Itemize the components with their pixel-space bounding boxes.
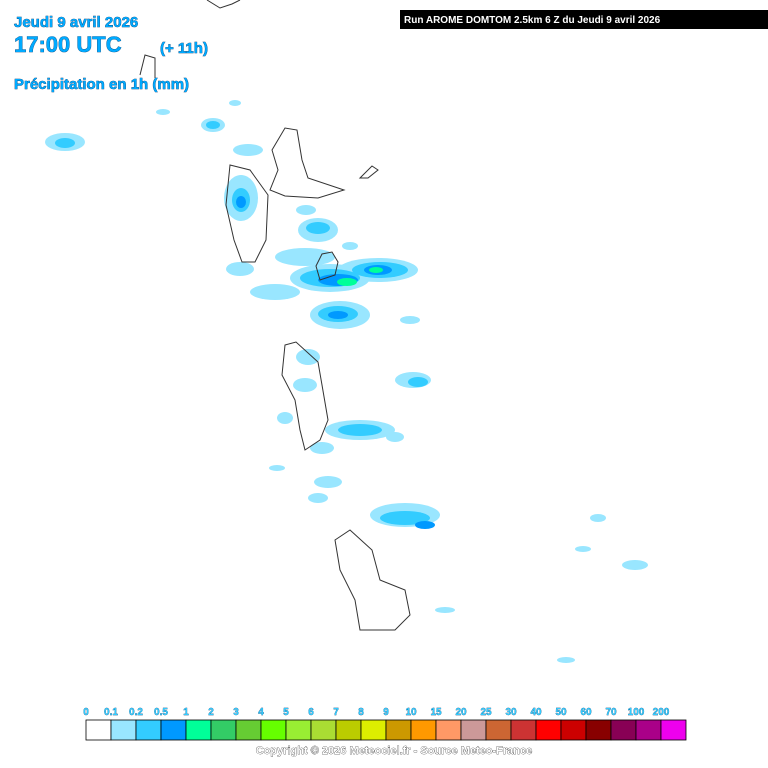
date: Jeudi 9 avril 2026 — [14, 14, 138, 31]
legend-label: 0.1 — [104, 707, 118, 718]
legend-swatch — [210, 719, 237, 741]
legend-swatch — [285, 719, 312, 741]
legend-swatch — [160, 719, 187, 741]
legend-swatch — [235, 719, 262, 741]
legend-swatch — [635, 719, 662, 741]
legend-label: 8 — [358, 707, 364, 718]
legend-label: 5 — [283, 707, 289, 718]
legend-swatch — [310, 719, 337, 741]
legend-swatch — [460, 719, 487, 741]
time: 17:00 UTC — [14, 32, 122, 57]
legend-swatch — [385, 719, 412, 741]
legend-label: 4 — [258, 707, 264, 718]
legend-label: 3 — [233, 707, 239, 718]
precipitation — [45, 100, 648, 663]
legend-label: 0.5 — [154, 707, 168, 718]
legend-swatch — [585, 719, 612, 741]
legend-label: 9 — [383, 707, 389, 718]
lead-time: (+ 11h) — [160, 40, 208, 57]
coastlines — [139, 0, 411, 631]
legend-swatch — [185, 719, 212, 741]
legend-label: 70 — [605, 707, 617, 718]
legend-label: 50 — [555, 707, 567, 718]
legend-label: 25 — [480, 707, 492, 718]
legend-swatch — [360, 719, 387, 741]
parameter: Précipitation en 1h (mm) — [14, 76, 189, 93]
legend-label: 20 — [455, 707, 467, 718]
legend-swatch — [435, 719, 462, 741]
legend-label: 0 — [83, 707, 89, 718]
legend-swatch — [660, 719, 687, 741]
legend-label: 1 — [183, 707, 189, 718]
legend-swatch — [135, 719, 162, 741]
legend-swatch — [610, 719, 637, 741]
legend-label: 0.2 — [129, 707, 143, 718]
legend-swatch — [510, 719, 537, 741]
legend: 0 0.1 0.2 0.5 1 2 3 4 5 6 7 8 9 10 15 20 25 30 40 50 60 70 100… — [83, 707, 687, 741]
legend-swatch — [535, 719, 562, 741]
run-label: Run AROME DOMTOM 2.5km 6 Z du Jeudi 9 av… — [404, 15, 661, 26]
legend-label: 10 — [405, 707, 417, 718]
legend-label: 60 — [580, 707, 592, 718]
legend-label: 40 — [530, 707, 542, 718]
legend-swatch — [85, 719, 112, 741]
legend-label: 200 — [653, 707, 670, 718]
run-label-box — [400, 10, 768, 29]
legend-swatch — [485, 719, 512, 741]
legend-swatch — [335, 719, 362, 741]
legend-label: 100 — [628, 707, 645, 718]
legend-label: 30 — [505, 707, 517, 718]
legend-swatch — [260, 719, 287, 741]
legend-label: 15 — [430, 707, 442, 718]
legend-label: 6 — [308, 707, 314, 718]
legend-swatch — [560, 719, 587, 741]
legend-swatch — [110, 719, 137, 741]
legend-swatch — [410, 719, 437, 741]
copyright: Copyright © 2026 Meteociel.fr - Source M… — [256, 745, 532, 757]
legend-label: 7 — [333, 707, 339, 718]
legend-label: 2 — [208, 707, 214, 718]
